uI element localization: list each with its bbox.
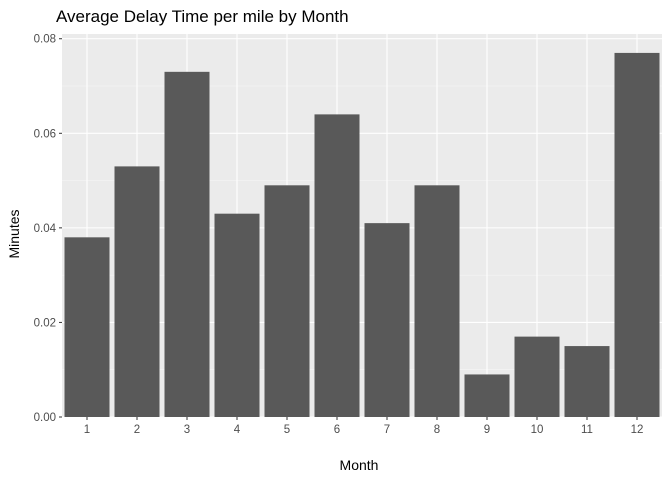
bar-month-12: [614, 52, 660, 418]
bar-month-7: [364, 223, 410, 417]
x-tick-label: 3: [184, 424, 190, 436]
x-tick-label: 11: [581, 424, 593, 436]
bar-month-3: [164, 71, 210, 418]
x-tick-label: 1: [84, 424, 90, 436]
x-tick-label: 8: [434, 424, 440, 436]
bar-month-6: [314, 114, 360, 417]
bar-month-4: [214, 213, 260, 417]
bar-month-10: [514, 336, 560, 417]
x-tick-label: 9: [484, 424, 490, 436]
y-tick-label: 0.06: [34, 128, 56, 140]
y-tick-label: 0.08: [34, 34, 56, 46]
minor-gridlines: [62, 85, 662, 371]
x-tick-label: 6: [334, 424, 340, 436]
y-tick-label: 0.04: [34, 223, 57, 235]
x-tick-label: 10: [531, 424, 544, 436]
x-tick-label: 7: [384, 424, 390, 436]
x-tick-label: 12: [631, 424, 644, 436]
x-tick-label: 4: [234, 424, 241, 436]
chart-title: Average Delay Time per mile by Month: [56, 7, 349, 26]
bar-month-9: [464, 374, 510, 417]
plot-panel: [62, 34, 662, 417]
x-tick-label: 5: [284, 424, 290, 436]
y-tick-label: 0.00: [34, 412, 56, 424]
x-axis: 1 2 3 4 5 6 7 8 9 10 11 12: [84, 417, 644, 436]
y-axis-title: Minutes: [6, 209, 22, 258]
bars: [64, 52, 660, 418]
x-axis-title: Month: [340, 457, 379, 473]
bar-month-11: [564, 346, 610, 417]
y-axis: 0.00 0.02 0.04 0.06 0.08: [34, 34, 62, 424]
x-tick-label: 2: [134, 424, 140, 436]
y-tick-label: 0.02: [34, 317, 56, 329]
bar-month-1: [64, 237, 110, 417]
bar-month-2: [114, 166, 160, 417]
bar-month-8: [414, 185, 460, 417]
bar-month-5: [264, 185, 310, 417]
